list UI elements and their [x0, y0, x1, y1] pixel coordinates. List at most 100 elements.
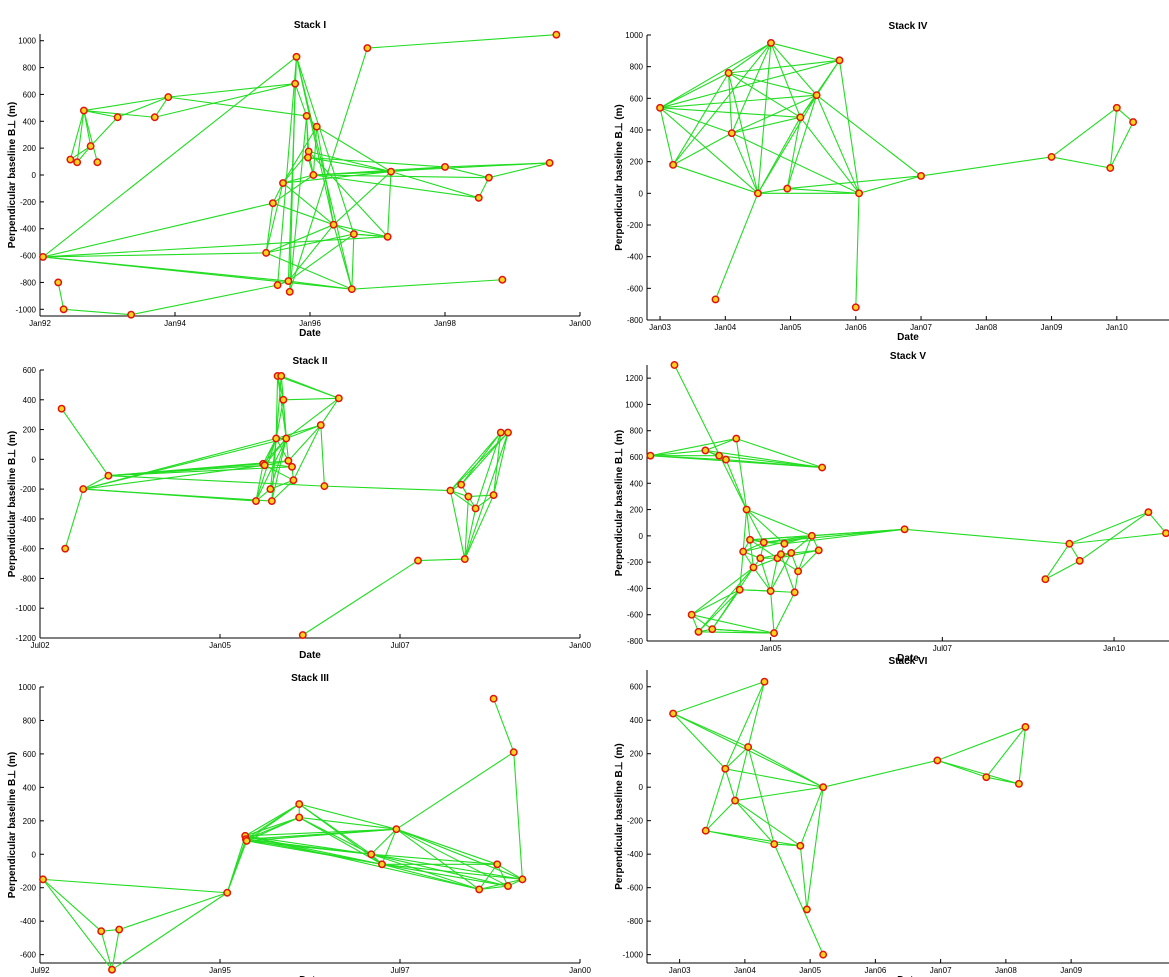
y-tick-label: -200 — [20, 485, 37, 494]
baseline-edge — [108, 466, 293, 477]
x-axis-label: Date — [299, 975, 321, 977]
y-tick-label: -600 — [627, 884, 644, 893]
chart-panel-3: -600 -400 -200 0 200 400 600 800 1000 Jul92 Jan95 J… — [7, 673, 591, 977]
baseline-edge — [770, 591, 775, 634]
acquisition-point — [669, 709, 678, 718]
baseline-edge — [282, 171, 392, 184]
baseline-edge — [787, 188, 860, 194]
acquisition-point — [818, 463, 827, 472]
baseline-edge — [265, 224, 334, 254]
acquisition-point — [770, 840, 779, 849]
acquisition-point — [701, 446, 710, 455]
baseline-edge — [691, 614, 713, 630]
acquisition-point — [835, 56, 844, 65]
x-tick-label: Jul92 — [30, 966, 50, 975]
baseline-edge — [811, 528, 905, 537]
acquisition-point — [61, 544, 70, 553]
baseline-edge — [728, 72, 817, 96]
acquisition-point — [776, 550, 785, 559]
acquisition-point — [39, 252, 47, 261]
baseline-edge — [371, 853, 523, 880]
acquisition-point — [252, 497, 260, 505]
baseline-edge — [280, 375, 287, 439]
baseline-edge — [83, 110, 118, 118]
x-tick-label: Jan10 — [1103, 644, 1125, 653]
acquisition-point — [727, 129, 736, 138]
baseline-edge — [691, 566, 754, 616]
baseline-edge — [246, 816, 300, 842]
x-tick-label: Jan06 — [864, 966, 886, 975]
baseline-edge — [1109, 107, 1118, 169]
baseline-edge — [154, 83, 296, 118]
chart-title: Stack VI — [889, 656, 928, 667]
baseline-edge — [277, 375, 287, 439]
chart-panel-6: -1000 -800 -600 -400 -200 0 200 400 600 Jan03 Jan0… — [614, 656, 1169, 977]
acquisition-point — [732, 434, 741, 443]
y-axis-label: Perpendicular baseline B⊥ (m) — [614, 430, 625, 577]
acquisition-point — [807, 531, 816, 540]
acquisition-point — [802, 905, 811, 914]
acquisition-point — [1075, 556, 1084, 565]
baseline-edge — [117, 96, 169, 118]
y-tick-label: -200 — [20, 198, 37, 207]
y-tick-label: -200 — [627, 817, 644, 826]
acquisition-point — [334, 394, 343, 403]
baseline-edge — [308, 151, 389, 238]
baseline-edge — [464, 496, 469, 560]
acquisition-point — [329, 220, 338, 229]
acquisition-point — [272, 434, 281, 443]
baseline-edge — [283, 397, 339, 401]
baseline-edge — [119, 892, 228, 931]
baseline-edge — [475, 432, 502, 509]
baseline-edge — [838, 60, 860, 194]
y-tick-label: 0 — [32, 171, 37, 180]
baseline-edge — [245, 828, 397, 837]
baseline-edge — [858, 175, 922, 194]
baseline-edge — [937, 759, 1020, 785]
acquisition-point — [518, 875, 527, 884]
baseline-edge — [108, 460, 289, 477]
x-tick-label: Jan07 — [910, 323, 932, 332]
x-tick-label: Jan09 — [1060, 966, 1082, 975]
baseline-edge — [464, 508, 477, 560]
baseline-edge — [705, 449, 823, 469]
acquisition-point — [127, 310, 136, 319]
x-tick-label: Jan00 — [569, 966, 591, 975]
acquisition-point — [312, 122, 321, 131]
baseline-edge — [786, 95, 818, 189]
baseline-edge — [83, 488, 272, 502]
baseline-edge — [255, 438, 287, 502]
baseline-edge — [493, 432, 509, 496]
baseline-edge — [774, 843, 801, 847]
baseline-edge — [396, 828, 498, 865]
y-tick-label: -1200 — [16, 634, 37, 643]
acquisition-point — [783, 184, 792, 193]
baseline-edge — [746, 509, 813, 537]
acquisition-point — [279, 395, 288, 404]
acquisition-point — [722, 455, 730, 464]
baseline-edge — [370, 828, 397, 855]
x-tick-label: Jan06 — [845, 323, 867, 332]
baseline-edge — [270, 479, 294, 490]
acquisition-point — [414, 556, 422, 565]
acquisition-point — [93, 158, 102, 167]
baseline-edge — [728, 59, 840, 74]
y-tick-label: 0 — [639, 532, 644, 541]
y-tick-label: 0 — [639, 189, 644, 198]
y-tick-label: 600 — [630, 94, 644, 103]
acquisition-point — [670, 361, 679, 369]
y-tick-label: -800 — [627, 316, 644, 325]
acquisition-point — [79, 106, 88, 115]
baseline-edge — [753, 557, 778, 568]
baseline-edge — [731, 42, 772, 134]
acquisition-point — [855, 189, 864, 198]
baseline-edge — [1045, 560, 1080, 580]
baseline-edge — [855, 193, 860, 308]
acquisition-point — [392, 825, 401, 834]
acquisition-point — [1162, 529, 1169, 538]
baseline-edge — [449, 432, 502, 491]
baseline-edge — [320, 397, 340, 426]
y-tick-label: -400 — [627, 253, 644, 262]
baseline-edge — [705, 830, 801, 847]
x-tick-label: Jul07 — [933, 644, 953, 653]
